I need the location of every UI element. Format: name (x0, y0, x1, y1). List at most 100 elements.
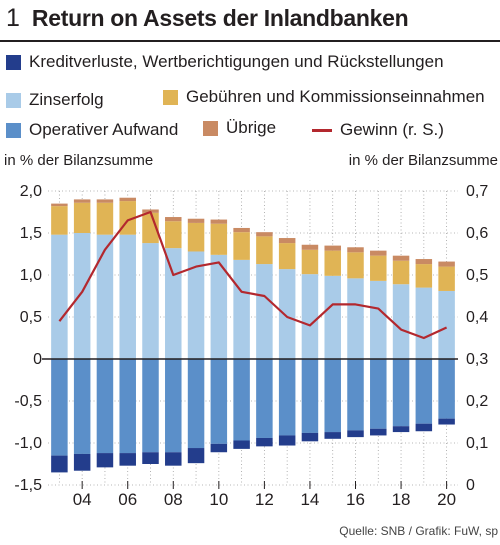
bar-zinserfolg (210, 254, 228, 359)
bar-uebrige (119, 197, 136, 202)
bar-uebrige (187, 218, 205, 223)
bar-zinserfolg (438, 290, 455, 359)
bar-operativer-aufwand (73, 359, 91, 454)
bar-uebrige (96, 199, 114, 203)
bar-zinserfolg (96, 234, 114, 359)
x-tick-label: 16 (346, 490, 365, 509)
bar-gebuehren (438, 266, 455, 291)
legend-item-uebrige: Übrige (203, 118, 276, 138)
bar-kreditverluste (187, 448, 205, 464)
bar-zinserfolg (301, 274, 319, 359)
y-tick-label-left: 2,0 (20, 183, 42, 200)
y-tick-label-right: 0,7 (466, 183, 488, 200)
bar-uebrige (392, 255, 410, 261)
bar-operativer-aufwand (210, 359, 228, 444)
bar-zinserfolg (370, 280, 387, 359)
bar-operativer-aufwand (438, 359, 455, 419)
bar-kreditverluste (210, 443, 228, 453)
x-tick-label: 08 (164, 490, 183, 509)
bar-uebrige (370, 250, 387, 256)
bar-kreditverluste (415, 423, 433, 432)
legend-label-uebrige: Übrige (226, 118, 277, 137)
y-tick-label-left: -1,5 (14, 477, 42, 494)
bar-zinserfolg (233, 259, 250, 359)
bar-operativer-aufwand (256, 359, 273, 438)
bar-zinserfolg (392, 284, 410, 359)
bar-zinserfolg (119, 234, 136, 359)
figure-number: 1 (6, 4, 20, 32)
y-tick-label-left: 0,5 (20, 309, 42, 326)
y-tick-label-right: 0,6 (466, 225, 488, 242)
bar-uebrige (256, 232, 273, 237)
bar-gebuehren (165, 221, 182, 249)
bar-gebuehren (301, 249, 319, 275)
legend-item-gewinn: Gewinn (r. S.) (312, 120, 444, 140)
bar-zinserfolg (415, 287, 433, 359)
bar-kreditverluste (256, 437, 273, 447)
x-tick-label: 06 (118, 490, 137, 509)
legend-swatch-aufwand (6, 122, 21, 138)
bar-gebuehren (210, 223, 228, 255)
x-tick-label: 04 (73, 490, 92, 509)
legend-item-aufwand: Operativer Aufwand (6, 120, 178, 140)
bar-operativer-aufwand (324, 359, 341, 433)
bar-gebuehren (256, 236, 273, 265)
bar-kreditverluste (51, 455, 68, 473)
bar-uebrige (438, 261, 455, 267)
bar-uebrige (233, 227, 250, 233)
bar-uebrige (347, 247, 364, 253)
bar-kreditverluste (142, 452, 159, 464)
bar-gebuehren (347, 252, 364, 279)
bar-kreditverluste (347, 430, 364, 438)
x-tick-label: 20 (437, 490, 456, 509)
bar-uebrige (51, 203, 68, 207)
legend-swatch-kredit (6, 54, 21, 70)
legend-label-zins: Zinserfolg (29, 90, 104, 109)
bar-gebuehren (51, 206, 68, 235)
bar-kreditverluste (165, 452, 182, 466)
legend-item-gebuehren: Gebühren und Kommissionseinnahmen (163, 87, 485, 107)
bar-operativer-aufwand (119, 359, 136, 454)
legend-item-zins: Zinserfolg (6, 90, 104, 110)
legend-swatch-gebuehren (163, 89, 178, 105)
bar-gebuehren (324, 250, 341, 276)
legend-label-aufwand: Operativer Aufwand (29, 120, 179, 139)
bar-gebuehren (278, 243, 296, 270)
legend-item-kredit: Kreditverluste, Wertberichtigungen und R… (6, 52, 444, 72)
chart-title-row: 1 Return on Assets der Inlandbanken (6, 4, 409, 36)
bar-operativer-aufwand (165, 359, 182, 453)
y-tick-label-left: 1,0 (20, 267, 42, 284)
bar-operativer-aufwand (392, 359, 410, 427)
y-tick-label-right: 0 (466, 477, 475, 494)
legend-swatch-gewinn (312, 128, 332, 132)
bar-zinserfolg (51, 234, 68, 359)
bar-gebuehren (96, 202, 114, 235)
bar-kreditverluste (119, 453, 136, 466)
bar-operativer-aufwand (278, 359, 296, 436)
legend-label-kredit: Kreditverluste, Wertberichtigungen und R… (29, 52, 444, 71)
y-tick-label-left: 0 (33, 351, 42, 368)
bar-gebuehren (233, 232, 250, 260)
bar-zinserfolg (256, 264, 273, 359)
bar-gebuehren (415, 264, 433, 288)
bar-operativer-aufwand (96, 359, 114, 454)
bar-kreditverluste (73, 453, 91, 471)
title-divider (0, 40, 500, 42)
bar-uebrige (415, 259, 433, 265)
bar-uebrige (210, 219, 228, 224)
bar-operativer-aufwand (51, 359, 68, 456)
bar-zinserfolg (187, 251, 205, 359)
chart-title: Return on Assets der Inlandbanken (31, 5, 409, 31)
bar-uebrige (278, 238, 296, 244)
y-tick-label-right: 0,2 (466, 393, 488, 410)
bar-gebuehren (370, 255, 387, 281)
bar-zinserfolg (347, 278, 364, 359)
y-tick-label-right: 0,1 (466, 435, 488, 452)
bar-uebrige (324, 245, 341, 251)
bar-gebuehren (392, 260, 410, 285)
y-tick-label-right: 0,4 (466, 309, 488, 326)
bar-zinserfolg (73, 233, 91, 359)
source-note: Quelle: SNB / Grafik: FuW, sp (339, 524, 498, 538)
left-axis-unit: in % der Bilanzsumme (4, 152, 154, 169)
